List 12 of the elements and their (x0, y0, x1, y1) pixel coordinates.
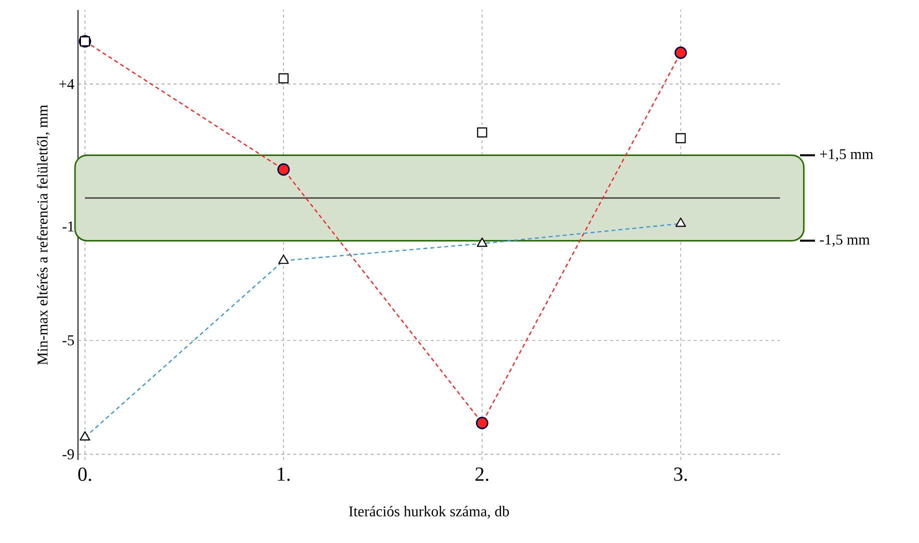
y-tick-label: +4 (59, 79, 74, 89)
x-tick-label: 1. (278, 468, 290, 481)
x-tick-label: 3. (674, 468, 687, 481)
y-tick-label: -9 (62, 449, 74, 460)
y-tick-label: -1 (62, 222, 74, 232)
y-tick-label: -5 (62, 335, 74, 346)
ref-line-label: -1,5 mm (820, 234, 870, 247)
ref-line-label: +1,5 mm (820, 149, 874, 162)
x-axis-title: Iterációs hurkok száma, db (349, 506, 509, 519)
x-tick-label: 0. (78, 468, 92, 482)
x-tick-label: 2. (476, 468, 488, 481)
y-axis-title: Min-max eltérés a referencia felülettől, mm (36, 104, 50, 365)
